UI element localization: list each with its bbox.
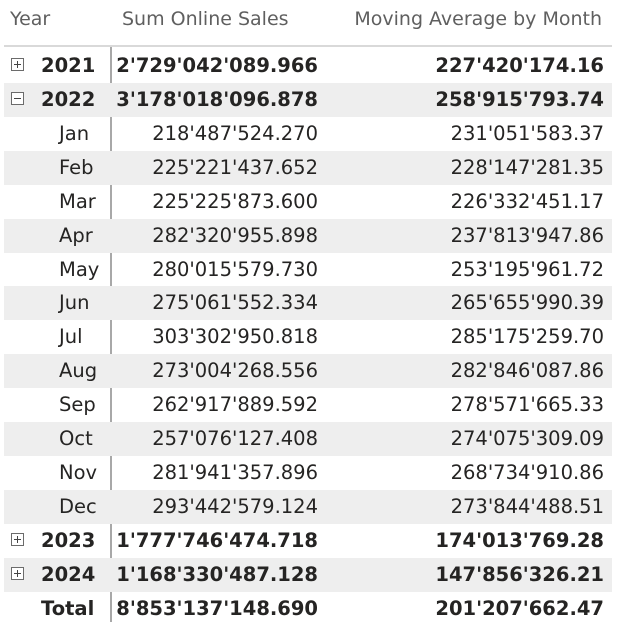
- moving-average-cell: 273'844'488.51: [450, 494, 604, 518]
- header-divider: [4, 45, 612, 47]
- row-header-divider: [110, 47, 112, 622]
- table-row-2022: 2022 3'178'018'096.878 258'915'793.74: [4, 82, 612, 117]
- table-row-month: Mar 225'225'873.600 226'332'451.17: [4, 185, 612, 219]
- row-label: Oct: [59, 427, 93, 451]
- moving-average-cell: 237'813'947.86: [450, 223, 604, 247]
- sum-cell: 303'302'950.818: [152, 325, 318, 349]
- row-label: Feb: [59, 155, 94, 179]
- table-row-month: Sep 262'917'889.592 278'571'665.33: [4, 388, 612, 422]
- moving-average-cell: 174'013'769.28: [435, 528, 604, 552]
- sum-cell: 1'777'746'474.718: [116, 528, 318, 552]
- expand-icon[interactable]: [11, 532, 24, 546]
- sum-cell: 273'004'268.556: [152, 359, 318, 383]
- row-label: Aug: [59, 359, 98, 383]
- moving-average-cell: 147'856'326.21: [435, 562, 604, 586]
- table-row-month: Apr 282'320'955.898 237'813'947.86: [4, 218, 612, 253]
- sum-cell: 293'442'579.124: [152, 494, 318, 518]
- moving-average-cell: 274'075'309.09: [450, 427, 604, 451]
- sum-cell: 8'853'137'148.690: [116, 596, 318, 620]
- total-label: Total: [41, 596, 95, 620]
- table-row-2024: 2024 1'168'330'487.128 147'856'326.21: [4, 557, 612, 592]
- row-label: Apr: [59, 223, 93, 247]
- sum-cell: 1'168'330'487.128: [116, 562, 318, 586]
- row-label: Nov: [59, 461, 98, 485]
- moving-average-cell: 226'332'451.17: [450, 189, 604, 213]
- sum-cell: 3'178'018'096.878: [116, 87, 318, 111]
- table-row-month: Dec 293'442'579.124 273'844'488.51: [4, 489, 612, 524]
- row-label: 2023: [41, 528, 96, 552]
- row-label: Jan: [59, 121, 90, 145]
- moving-average-cell: 253'195'961.72: [450, 257, 604, 281]
- row-label: Sep: [59, 393, 96, 417]
- moving-average-cell: 265'655'990.39: [450, 291, 604, 315]
- header-sum-online-sales[interactable]: Sum Online Sales: [122, 8, 289, 30]
- moving-average-cell: 258'915'793.74: [435, 87, 604, 111]
- moving-average-cell: 228'147'281.35: [450, 155, 604, 179]
- collapse-icon[interactable]: [11, 91, 24, 105]
- moving-average-cell: 285'175'259.70: [450, 325, 604, 349]
- sum-cell: 257'076'127.408: [152, 427, 318, 451]
- table-row-total: Total 8'853'137'148.690 201'207'662.47: [4, 592, 612, 626]
- moving-average-cell: 231'051'583.37: [450, 121, 604, 145]
- sum-cell: 280'015'579.730: [152, 257, 318, 281]
- row-label: Jun: [59, 291, 90, 315]
- row-label: Jul: [59, 325, 83, 349]
- moving-average-cell: 268'734'910.86: [450, 461, 604, 485]
- moving-average-cell: 227'420'174.16: [435, 54, 604, 77]
- column-header-row: Year Sum Online Sales Moving Average by …: [0, 0, 620, 44]
- table-row-month: Aug 273'004'268.556 282'846'087.86: [4, 354, 612, 389]
- sum-cell: 218'487'524.270: [152, 121, 318, 145]
- table-row-month: Jan 218'487'524.270 231'051'583.37: [4, 117, 612, 151]
- table-row-2023: 2023 1'777'746'474.718 174'013'769.28: [4, 524, 612, 558]
- row-label: May: [59, 257, 100, 281]
- expand-icon[interactable]: [11, 58, 24, 71]
- matrix-body: 2021 2'729'042'089.966 227'420'174.16 20…: [4, 49, 612, 626]
- table-row-month: Oct 257'076'127.408 274'075'309.09: [4, 422, 612, 457]
- table-row-2021: 2021 2'729'042'089.966 227'420'174.16: [4, 49, 612, 83]
- sum-cell: 281'941'357.896: [152, 461, 318, 485]
- table-row-month: Jun 275'061'552.334 265'655'990.39: [4, 286, 612, 321]
- table-row-month: Nov 281'941'357.896 268'734'910.86: [4, 456, 612, 490]
- table-row-month: Feb 225'221'437.652 228'147'281.35: [4, 150, 612, 185]
- moving-average-cell: 282'846'087.86: [450, 359, 604, 383]
- table-row-month: May 280'015'579.730 253'195'961.72: [4, 253, 612, 287]
- sum-cell: 262'917'889.592: [152, 393, 318, 417]
- row-label: Dec: [59, 494, 97, 518]
- row-label: 2024: [41, 562, 96, 586]
- sum-cell: 225'225'873.600: [152, 189, 318, 213]
- moving-average-cell: 278'571'665.33: [450, 393, 604, 417]
- row-label: Mar: [59, 189, 96, 213]
- row-label: 2022: [41, 87, 96, 111]
- expand-icon[interactable]: [11, 566, 24, 580]
- sum-cell: 275'061'552.334: [152, 291, 318, 315]
- moving-average-cell: 201'207'662.47: [435, 596, 604, 620]
- sum-cell: 2'729'042'089.966: [116, 54, 318, 77]
- sum-cell: 225'221'437.652: [152, 155, 318, 179]
- sum-cell: 282'320'955.898: [152, 223, 318, 247]
- header-moving-average[interactable]: Moving Average by Month: [354, 8, 602, 30]
- row-label: 2021: [41, 54, 96, 77]
- table-row-month: Jul 303'302'950.818 285'175'259.70: [4, 320, 612, 354]
- header-year[interactable]: Year: [10, 8, 51, 30]
